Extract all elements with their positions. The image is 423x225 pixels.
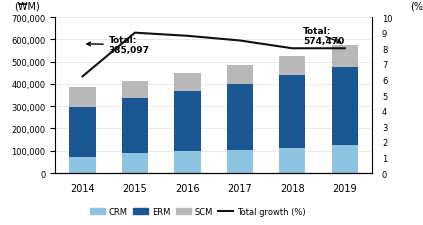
- Bar: [69, 108, 96, 158]
- Bar: [122, 99, 148, 153]
- Bar: [227, 66, 253, 85]
- Bar: [174, 152, 201, 173]
- Bar: [279, 76, 305, 148]
- Text: Total:
385,097: Total: 385,097: [87, 36, 150, 55]
- Bar: [69, 158, 96, 173]
- Bar: [332, 67, 358, 145]
- Text: (₩M): (₩M): [14, 2, 39, 12]
- Text: Total:
574,470: Total: 574,470: [303, 27, 344, 46]
- Bar: [122, 153, 148, 173]
- Bar: [279, 148, 305, 173]
- Bar: [174, 73, 201, 92]
- Legend: CRM, ERM, SCM, Total growth (%): CRM, ERM, SCM, Total growth (%): [87, 204, 309, 219]
- Bar: [227, 85, 253, 150]
- Bar: [332, 46, 358, 67]
- Bar: [279, 57, 305, 76]
- Bar: [122, 81, 148, 99]
- Bar: [332, 145, 358, 173]
- Bar: [174, 92, 201, 152]
- Text: (%): (%): [410, 2, 423, 12]
- Bar: [227, 150, 253, 173]
- Bar: [69, 88, 96, 108]
